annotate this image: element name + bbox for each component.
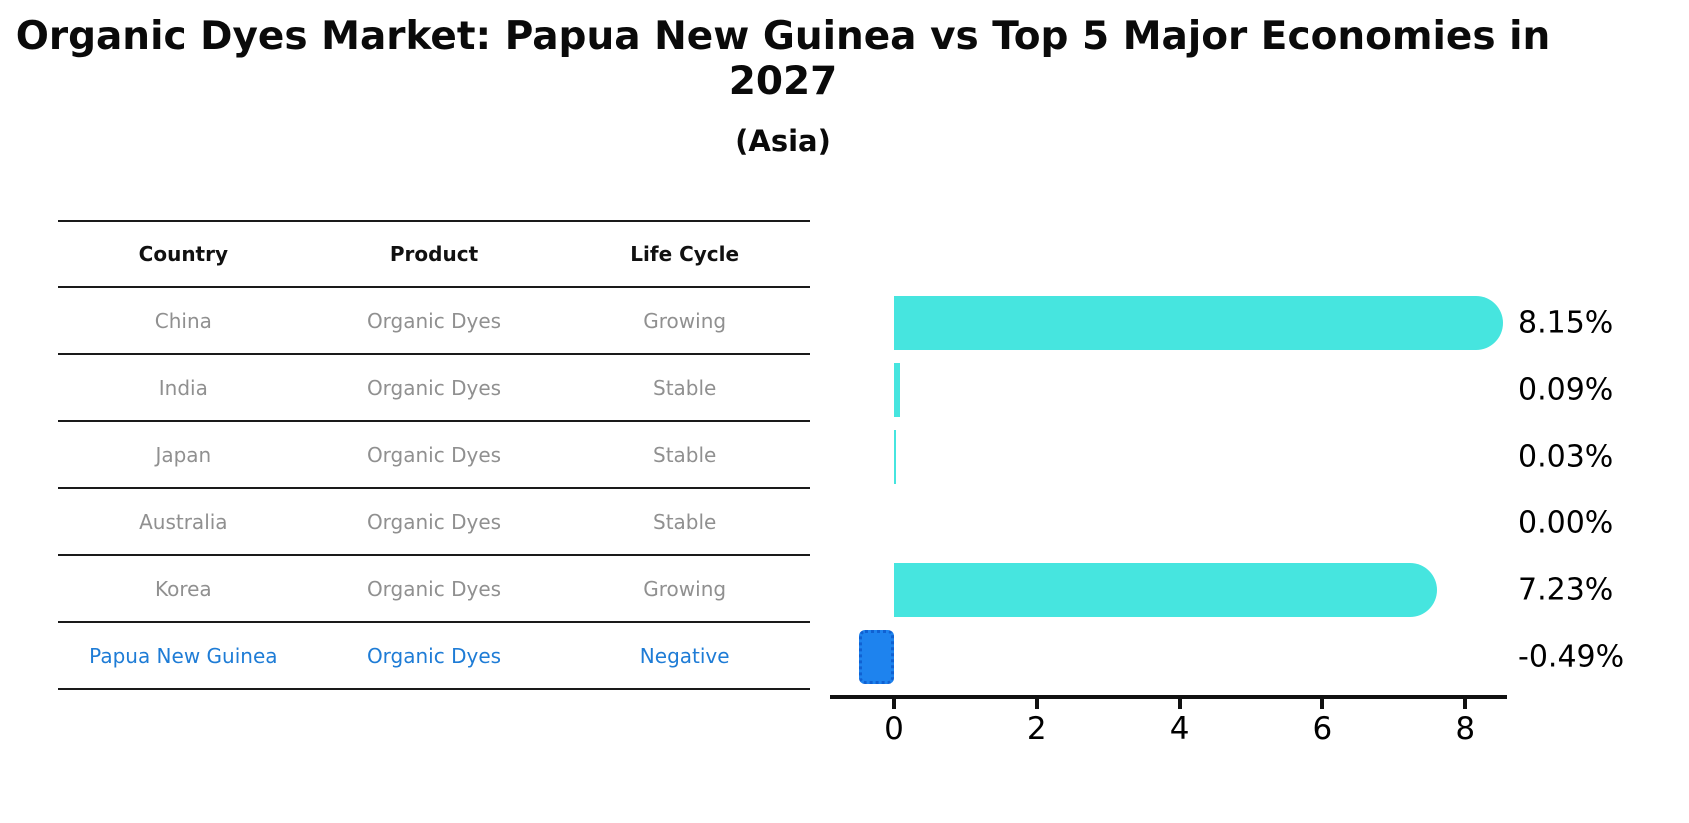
value-label: 0.03%	[1518, 439, 1614, 475]
value-label: 0.00%	[1518, 505, 1614, 541]
x-axis-tick-mark	[1463, 699, 1468, 709]
bar-papua-new-guinea	[859, 629, 894, 684]
value-label: -0.49%	[1518, 639, 1625, 675]
x-axis-tick-mark	[1034, 699, 1039, 709]
table-cell-product: Organic Dyes	[366, 643, 502, 668]
table-header-product: Product	[389, 242, 479, 266]
table-cell-life-cycle: Growing	[643, 308, 727, 333]
table-row: Papua New Guinea Organic Dyes Negative	[58, 623, 810, 690]
bar-china	[894, 296, 1503, 351]
table-header-life-cycle: Life Cycle	[630, 242, 740, 266]
value-label: 8.15%	[1518, 305, 1614, 341]
bar-chart: 8.15% 0.09% 0.03% 0.00% 7.23% -0.49% 0 2 4 6 8	[830, 290, 1689, 823]
table-body: China Organic Dyes Growing India Organic Dye…	[58, 288, 810, 690]
x-axis-tick-label: 0	[884, 711, 904, 747]
chart-title: Organic Dyes Market: Papua New Guinea vs…	[15, 14, 1551, 104]
table-cell-life-cycle: Stable	[653, 375, 717, 400]
chart-subtitle: (Asia)	[735, 124, 831, 158]
table-row: India Organic Dyes Stable	[58, 355, 810, 422]
table-cell-life-cycle: Stable	[653, 442, 717, 467]
bar-india	[894, 363, 901, 418]
table-row: Australia Organic Dyes Stable	[58, 489, 810, 556]
value-label: 0.09%	[1518, 372, 1614, 408]
table-cell-product: Organic Dyes	[366, 509, 502, 534]
x-axis-line	[830, 695, 1507, 699]
table-cell-life-cycle: Growing	[643, 576, 727, 601]
table-row: China Organic Dyes Growing	[58, 288, 810, 355]
x-axis-tick-mark	[1320, 699, 1325, 709]
x-axis-tick-label: 2	[1026, 711, 1047, 747]
table-cell-product: Organic Dyes	[366, 442, 502, 467]
table-cell-product: Organic Dyes	[366, 576, 502, 601]
x-axis-tick-mark	[892, 699, 896, 709]
table-cell-country: Japan	[155, 442, 212, 467]
table-cell-life-cycle: Stable	[653, 509, 717, 534]
x-axis-tick-label: 8	[1455, 711, 1476, 747]
country-table: Country Product Life Cycle China Organic …	[58, 220, 810, 690]
table-header-row: Country Product Life Cycle	[58, 220, 810, 288]
figure-header: Organic Dyes Market: Papua New Guinea vs…	[0, 0, 1566, 158]
value-label: 7.23%	[1518, 572, 1614, 608]
table-row: Korea Organic Dyes Growing	[58, 556, 810, 623]
table-cell-product: Organic Dyes	[366, 375, 502, 400]
table-cell-country: Papua New Guinea	[89, 643, 278, 668]
table-cell-country: India	[158, 375, 208, 400]
table-cell-country: Korea	[154, 576, 212, 601]
table-row: Japan Organic Dyes Stable	[58, 422, 810, 489]
table-cell-product: Organic Dyes	[366, 308, 502, 333]
x-axis-tick-label: 6	[1312, 711, 1333, 747]
table-cell-country: China	[154, 308, 212, 333]
bar-korea	[894, 563, 1438, 618]
x-axis-tick-mark	[1177, 699, 1182, 709]
bar-japan	[894, 429, 897, 484]
table-cell-country: Australia	[139, 509, 228, 534]
table-cell-life-cycle: Negative	[639, 643, 730, 668]
x-axis-tick-label: 4	[1169, 711, 1190, 747]
table-header-country: Country	[138, 242, 229, 266]
